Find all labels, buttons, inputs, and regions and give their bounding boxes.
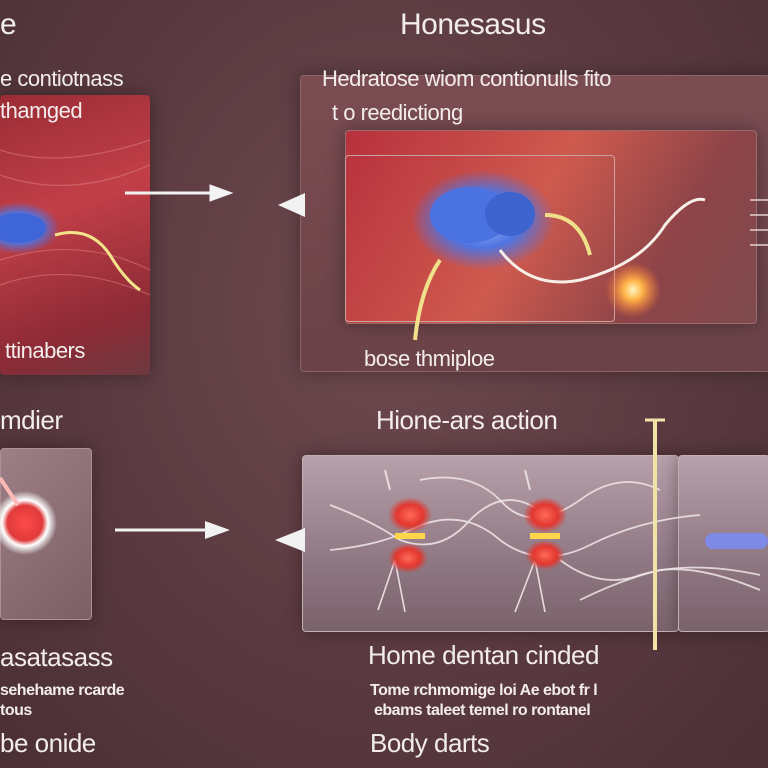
top-left-heading-1: e contiotnass xyxy=(0,66,124,91)
top-right-heading-1: Hedratose wiom contionulls fito xyxy=(322,66,611,91)
bottom-right-waves xyxy=(329,476,761,601)
page-title: Honesasus xyxy=(400,8,546,41)
bottom-left-line-1: sehehame rcarde xyxy=(0,682,125,699)
bottom-left-heading: asatasass xyxy=(0,642,113,672)
top-right-tail-2 xyxy=(544,213,592,256)
arrow-bottom-2 xyxy=(275,528,305,552)
bottom-left-cell xyxy=(0,491,57,555)
neuron-1 xyxy=(377,469,432,613)
bottom-left-line-2: tous xyxy=(0,702,32,719)
right-tick-marks xyxy=(750,199,768,246)
glow-spot xyxy=(605,262,661,318)
bottom-right-line-3: Body darts xyxy=(370,728,490,758)
top-right-caption: bose thmiploe xyxy=(364,346,495,371)
arrow-top-1 xyxy=(125,184,234,202)
bottom-right-panel xyxy=(302,455,679,632)
probe xyxy=(705,533,768,549)
top-left-partial-text: e xyxy=(0,8,17,41)
top-right-heading-2: t o reedictiong xyxy=(332,100,463,125)
middle-left-heading: mdier xyxy=(0,405,63,435)
top-left-heading-2: thamged xyxy=(0,98,83,123)
top-left-caption: ttinabers xyxy=(5,338,85,363)
top-left-tail xyxy=(54,231,141,292)
bottom-right-line-2: ebams taleet temel ro rontanel xyxy=(374,702,591,719)
bottom-right-line-1: Tome rchmomige loi Ae ebot fr l xyxy=(370,682,598,699)
arrow-top-2 xyxy=(278,193,305,217)
arrow-bottom-1 xyxy=(115,521,230,539)
bottom-right-heading: Home dentan cinded xyxy=(368,640,599,670)
top-right-frame xyxy=(345,155,615,322)
top-right-wave xyxy=(498,197,706,284)
neuron-2 xyxy=(514,469,567,613)
middle-right-heading: Hione-ars action xyxy=(376,405,558,435)
top-right-tail-1 xyxy=(413,258,442,341)
top-left-swirls xyxy=(0,139,151,296)
bottom-left-line-3: be onide xyxy=(0,728,96,758)
